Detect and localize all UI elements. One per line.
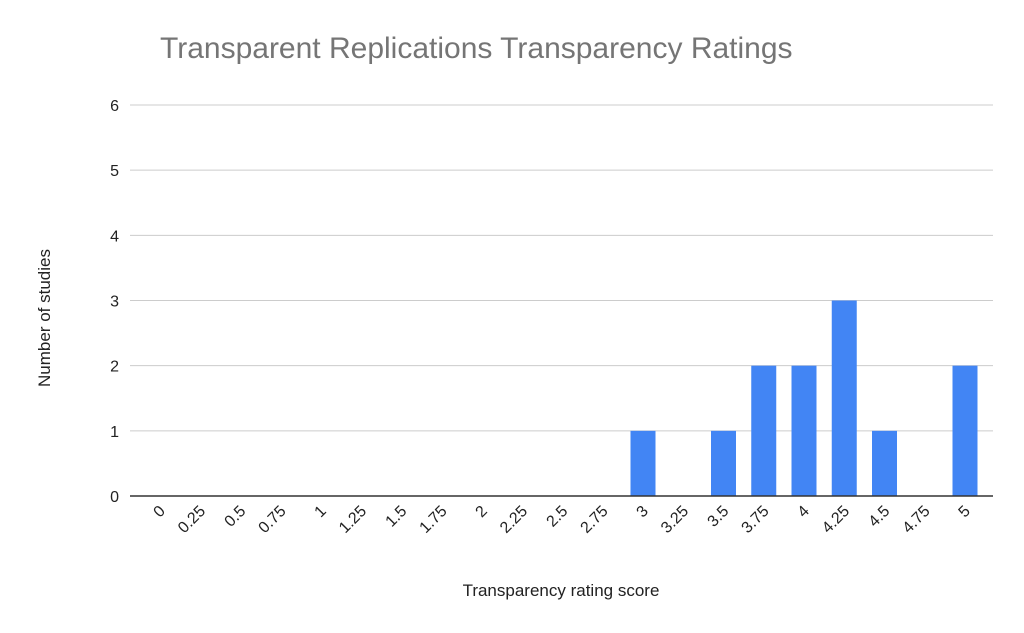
axes: 0 1 2 3 4 5 6 0 0.25 0.5 0.75 1 1.25 1.5 1.75 2 2.25 2.5 2… bbox=[110, 98, 993, 537]
bar-3 bbox=[630, 430, 656, 496]
y-axis-title: Number of studies bbox=[35, 249, 54, 387]
y-tick-label: 3 bbox=[110, 294, 119, 311]
y-tick-label: 1 bbox=[110, 424, 119, 441]
bar-3.75 bbox=[751, 365, 777, 496]
x-tick-label: 3 bbox=[634, 503, 652, 521]
y-tick-label: 6 bbox=[110, 98, 119, 115]
bar-4.5 bbox=[872, 430, 897, 496]
bar-5 bbox=[952, 365, 978, 496]
chart-title: Transparent Replications Transparency Ra… bbox=[160, 32, 793, 65]
x-tick-label: 4.5 bbox=[866, 503, 894, 531]
x-tick-label: 4.75 bbox=[900, 503, 934, 537]
x-tick-label: 0 bbox=[151, 503, 169, 521]
x-tick-label: 0.75 bbox=[256, 503, 290, 537]
x-tick-label: 4 bbox=[795, 503, 813, 521]
x-tick-label: 2 bbox=[473, 503, 491, 521]
bar-4.25 bbox=[831, 300, 857, 496]
x-tick-label: 2.75 bbox=[578, 503, 612, 537]
y-tick-label: 0 bbox=[110, 489, 119, 506]
x-tick-label: 1.5 bbox=[383, 503, 411, 531]
bar-3.5 bbox=[711, 430, 736, 496]
x-axis-title: Transparency rating score bbox=[463, 581, 660, 600]
x-tick-label: 0.5 bbox=[222, 503, 250, 531]
x-tick-label: 2.5 bbox=[544, 503, 572, 531]
x-tick-label: 0.25 bbox=[175, 503, 209, 537]
x-tick-label: 3.25 bbox=[658, 503, 692, 537]
x-tick-label: 3.5 bbox=[705, 503, 733, 531]
y-tick-label: 5 bbox=[110, 163, 119, 180]
bar-4 bbox=[791, 365, 817, 496]
x-tick-label: 1.25 bbox=[336, 503, 370, 537]
bars bbox=[630, 300, 978, 496]
x-tick-label: 3.75 bbox=[739, 503, 773, 537]
x-tick-label: 5 bbox=[956, 503, 974, 521]
x-tick-label: 2.25 bbox=[497, 503, 531, 537]
x-tick-label: 4.25 bbox=[819, 503, 853, 537]
x-tick-label: 1 bbox=[312, 503, 330, 521]
y-tick-label: 2 bbox=[110, 359, 119, 376]
x-tick-label: 1.75 bbox=[417, 503, 451, 537]
gridlines bbox=[130, 104, 993, 432]
y-tick-label: 4 bbox=[110, 228, 119, 245]
